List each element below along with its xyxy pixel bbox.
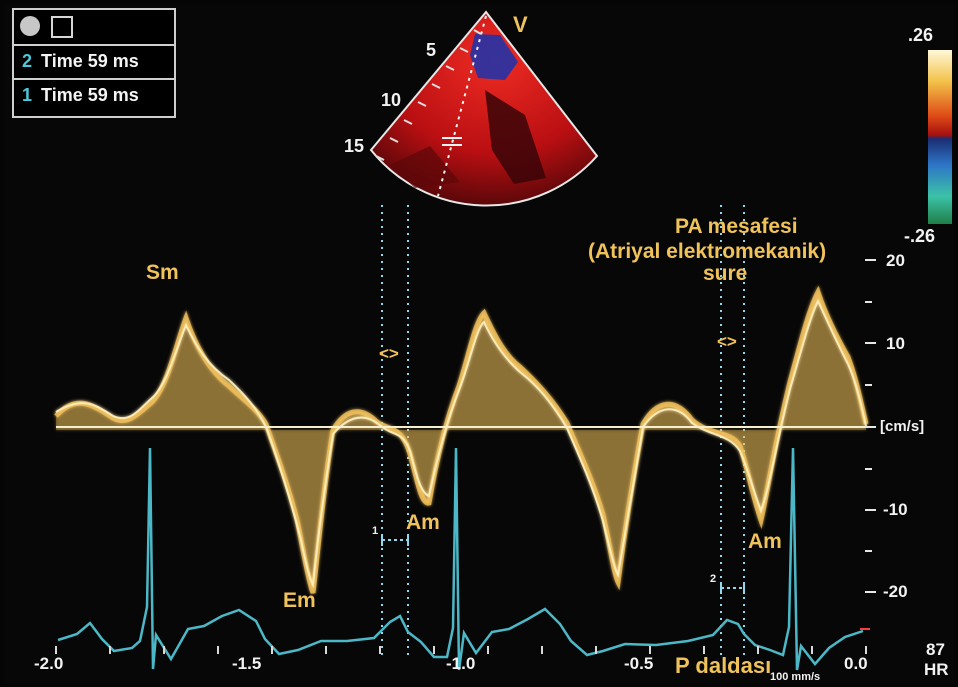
calipers — [381, 534, 745, 594]
y-label-10: 10 — [886, 334, 905, 353]
view-label: V — [513, 12, 528, 37]
interval-marker-left: <> — [379, 344, 399, 363]
x-label-minus-2-0: -2.0 — [34, 654, 64, 673]
em-label: Em — [283, 589, 316, 612]
scale-top-label: .26 — [908, 25, 934, 45]
panel-buttons-row — [14, 10, 174, 46]
panel-row-time-1: 1 Time 59 ms — [14, 78, 174, 112]
hr-label: HR — [924, 660, 949, 679]
pa-title-line-2: (Atriyal elektromekanik) — [588, 240, 827, 263]
depth-label-10: 10 — [381, 90, 402, 110]
x-label-0-0: 0.0 — [844, 654, 868, 673]
panel-row-2-label: Time 59 ms — [41, 51, 139, 71]
sweep-speed: 100 mm/s — [770, 671, 821, 683]
depth-label-5: 5 — [426, 40, 437, 60]
y-label-minus-20: -20 — [883, 582, 908, 601]
y-label-minus-10: -10 — [883, 500, 908, 519]
panel-row-2-number: 2 — [22, 51, 33, 71]
caliper-label-1: 1 — [372, 525, 379, 537]
y-label-20: 20 — [886, 251, 905, 270]
doppler-line-bright — [55, 298, 867, 589]
sector-dark-region-2 — [390, 146, 460, 188]
p-daldasi-label: P daldası — [675, 653, 772, 678]
am-left-label: Am — [406, 511, 440, 534]
x-label-minus-1-5: -1.5 — [232, 654, 262, 673]
hr-value: 87 — [926, 640, 945, 659]
doppler-trace — [54, 285, 869, 594]
sector-view — [369, 10, 599, 207]
depth-label-15: 15 — [344, 136, 365, 156]
panel-row-1-number: 1 — [22, 85, 33, 105]
x-axis-ticks — [55, 646, 867, 654]
circle-button-icon[interactable] — [20, 16, 40, 36]
measurement-panel: 2 Time 59 ms 1 Time 59 ms — [12, 8, 176, 118]
panel-row-time-2: 2 Time 59 ms — [14, 44, 174, 80]
ecg-line — [57, 447, 864, 671]
sm-label: Sm — [146, 261, 179, 284]
y-label-unit: [cm/s] — [880, 418, 925, 435]
color-scale-bar — [928, 50, 952, 224]
ecg-trace — [57, 447, 864, 671]
caliper-label-2: 2 — [710, 573, 717, 585]
y-axis-ticks — [865, 259, 876, 593]
sector-dark-region — [485, 90, 546, 184]
document-icon[interactable] — [51, 16, 73, 38]
panel-row-1-label: Time 59 ms — [41, 85, 139, 105]
sector-blue-region — [470, 34, 518, 80]
scale-bottom-label: -.26 — [904, 226, 936, 246]
am-right-label: Am — [748, 530, 782, 553]
x-label-minus-1-0: -1.0 — [446, 654, 476, 673]
interval-marker-right: <> — [717, 332, 737, 351]
pa-title-line-3: sure — [703, 262, 748, 285]
doppler-line-main — [54, 285, 869, 594]
pa-title-line-1: PA mesafesi — [675, 215, 798, 238]
x-label-minus-0-5: -0.5 — [624, 654, 654, 673]
depth-ticks — [375, 29, 482, 161]
